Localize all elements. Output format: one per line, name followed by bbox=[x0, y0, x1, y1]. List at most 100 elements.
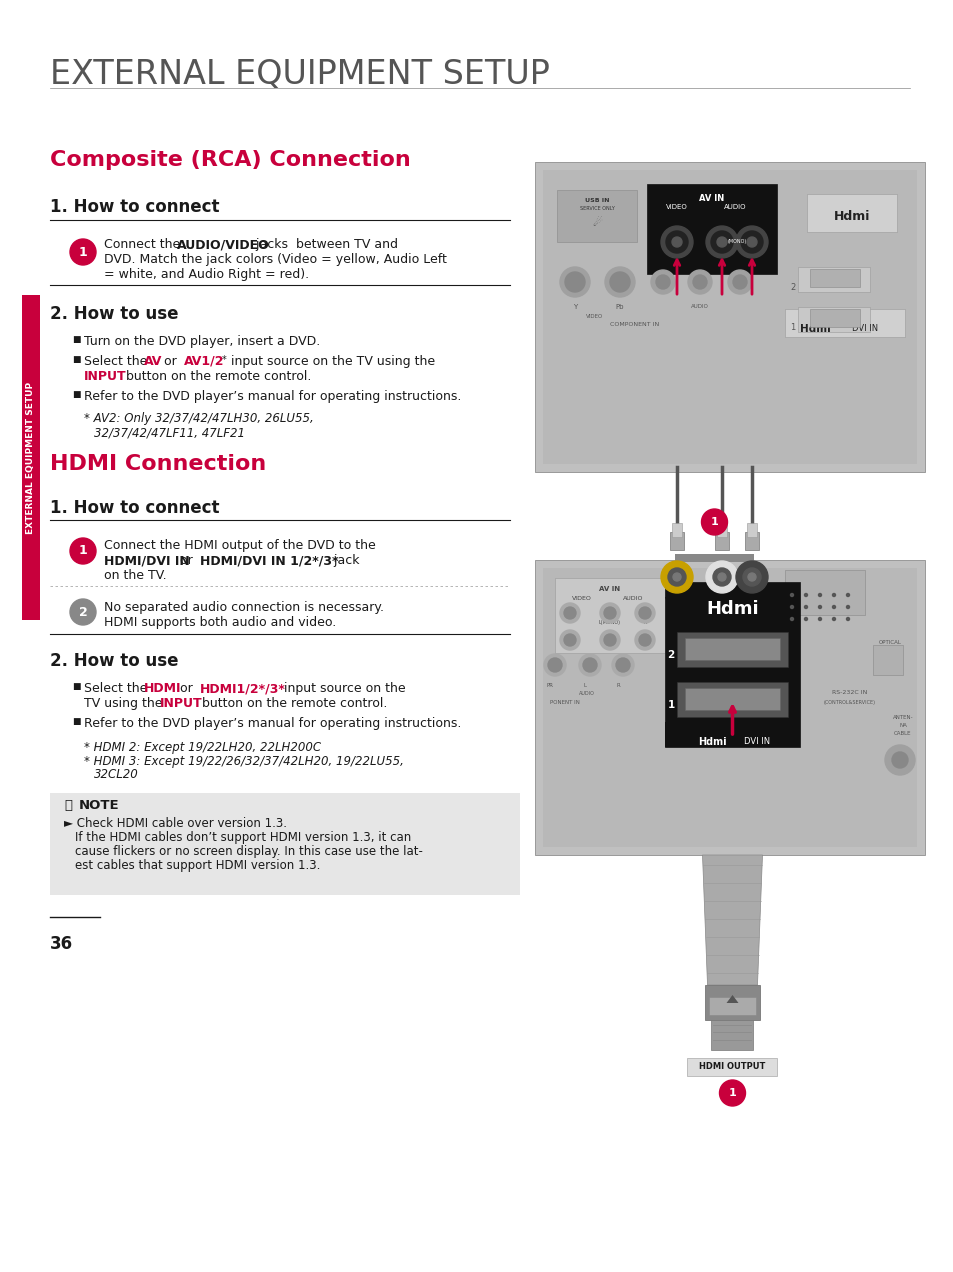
Circle shape bbox=[712, 569, 730, 586]
Text: AV1/2: AV1/2 bbox=[184, 355, 224, 368]
Bar bbox=[744, 532, 759, 550]
Circle shape bbox=[818, 594, 821, 597]
Bar bbox=[872, 645, 902, 675]
Text: 1: 1 bbox=[78, 245, 88, 258]
Text: HDMI/DVI IN: HDMI/DVI IN bbox=[104, 555, 190, 567]
Circle shape bbox=[609, 272, 629, 293]
Text: * AV2: Only 32/37/42/47LH30, 26LU55,: * AV2: Only 32/37/42/47LH30, 26LU55, bbox=[84, 412, 314, 425]
Bar bbox=[542, 569, 916, 847]
Polygon shape bbox=[701, 855, 761, 985]
Text: VIDEO: VIDEO bbox=[586, 314, 603, 319]
Text: No separated audio connection is necessary.: No separated audio connection is necessa… bbox=[104, 600, 384, 614]
Text: jack: jack bbox=[330, 555, 359, 567]
Bar bbox=[687, 1058, 777, 1076]
Text: Refer to the DVD player’s manual for operating instructions.: Refer to the DVD player’s manual for ope… bbox=[84, 717, 461, 730]
Text: or: or bbox=[160, 355, 180, 368]
Text: (MONO): (MONO) bbox=[726, 239, 746, 244]
Circle shape bbox=[747, 572, 755, 581]
Circle shape bbox=[845, 605, 848, 608]
Text: L: L bbox=[713, 597, 718, 605]
Circle shape bbox=[803, 617, 806, 621]
Bar bbox=[797, 267, 869, 293]
Bar bbox=[677, 632, 787, 667]
Text: 36: 36 bbox=[50, 935, 73, 953]
Bar bbox=[677, 682, 787, 717]
Circle shape bbox=[564, 272, 584, 293]
Text: 1: 1 bbox=[667, 700, 674, 710]
Text: Hdmi: Hdmi bbox=[799, 324, 829, 335]
Text: cause flickers or no screen display. In this case use the lat-: cause flickers or no screen display. In … bbox=[75, 845, 422, 859]
Text: EXTERNAL EQUIPMENT SETUP: EXTERNAL EQUIPMENT SETUP bbox=[27, 382, 35, 533]
Circle shape bbox=[832, 617, 835, 621]
Text: * HDMI 2: Except 19/22LH20, 22LH200C: * HDMI 2: Except 19/22LH20, 22LH200C bbox=[84, 742, 321, 754]
Circle shape bbox=[790, 594, 793, 597]
Text: Refer to the DVD player’s manual for operating instructions.: Refer to the DVD player’s manual for ope… bbox=[84, 391, 461, 403]
Bar bbox=[806, 195, 896, 232]
Bar bbox=[784, 570, 864, 614]
Text: 1. How to connect: 1. How to connect bbox=[50, 198, 219, 216]
Circle shape bbox=[752, 693, 772, 714]
Bar bbox=[555, 577, 664, 653]
Circle shape bbox=[845, 617, 848, 621]
Bar bbox=[711, 1020, 753, 1049]
Text: ■: ■ bbox=[71, 682, 80, 691]
Text: L(MONO): L(MONO) bbox=[598, 619, 620, 625]
Text: RGB IN (PC): RGB IN (PC) bbox=[799, 583, 849, 591]
Text: USB IN: USB IN bbox=[584, 198, 609, 204]
Bar bbox=[809, 309, 859, 327]
Text: AUDIO: AUDIO bbox=[690, 304, 708, 309]
Text: HDMI supports both audio and video.: HDMI supports both audio and video. bbox=[104, 616, 335, 628]
Text: AUDIO: AUDIO bbox=[622, 597, 642, 600]
Polygon shape bbox=[726, 995, 738, 1004]
Circle shape bbox=[599, 630, 619, 650]
Text: = white, and Audio Right = red).: = white, and Audio Right = red). bbox=[104, 268, 309, 281]
Bar bbox=[708, 997, 755, 1015]
Text: HDMI Connection: HDMI Connection bbox=[50, 454, 266, 474]
Circle shape bbox=[660, 561, 692, 593]
Text: DVD. Match the jack colors (Video = yellow, Audio Left: DVD. Match the jack colors (Video = yell… bbox=[104, 253, 446, 266]
Circle shape bbox=[547, 658, 561, 672]
Bar bbox=[797, 307, 869, 332]
Text: 1. How to connect: 1. How to connect bbox=[50, 499, 219, 516]
Circle shape bbox=[639, 607, 650, 619]
Circle shape bbox=[832, 605, 835, 608]
Circle shape bbox=[603, 633, 616, 646]
Circle shape bbox=[667, 569, 685, 586]
Circle shape bbox=[582, 658, 597, 672]
Text: 1: 1 bbox=[789, 323, 795, 332]
Text: 2: 2 bbox=[78, 605, 88, 618]
Circle shape bbox=[891, 752, 907, 768]
Text: AUDIO/VIDEO: AUDIO/VIDEO bbox=[177, 238, 270, 251]
Circle shape bbox=[727, 270, 751, 294]
Circle shape bbox=[710, 232, 732, 253]
Circle shape bbox=[559, 630, 579, 650]
Circle shape bbox=[803, 605, 806, 608]
Text: Pb: Pb bbox=[615, 304, 623, 310]
Text: Hdmi: Hdmi bbox=[705, 600, 758, 618]
Text: HDMI: HDMI bbox=[144, 682, 181, 695]
Circle shape bbox=[671, 237, 681, 247]
Text: ANTEN-: ANTEN- bbox=[892, 715, 912, 720]
Circle shape bbox=[790, 605, 793, 608]
Circle shape bbox=[612, 654, 634, 675]
Circle shape bbox=[845, 594, 848, 597]
Text: Select the: Select the bbox=[84, 355, 152, 368]
Text: NOTE: NOTE bbox=[79, 799, 119, 812]
Circle shape bbox=[740, 232, 762, 253]
Text: RS-232C IN: RS-232C IN bbox=[831, 689, 867, 695]
Circle shape bbox=[603, 607, 616, 619]
Circle shape bbox=[578, 654, 600, 675]
Text: 2: 2 bbox=[667, 650, 674, 660]
Bar bbox=[717, 523, 726, 537]
Text: OPTICAL: OPTICAL bbox=[878, 640, 901, 645]
Circle shape bbox=[70, 599, 96, 625]
Circle shape bbox=[650, 270, 675, 294]
Bar bbox=[784, 309, 904, 337]
Circle shape bbox=[543, 654, 565, 675]
Text: VIDEO: VIDEO bbox=[665, 204, 687, 210]
Text: or: or bbox=[175, 555, 196, 567]
Text: PR: PR bbox=[546, 683, 553, 688]
Text: Turn on the DVD player, insert a DVD.: Turn on the DVD player, insert a DVD. bbox=[84, 335, 320, 349]
Text: HDMI1/2*/3*: HDMI1/2*/3* bbox=[200, 682, 286, 695]
Bar bbox=[542, 170, 916, 464]
